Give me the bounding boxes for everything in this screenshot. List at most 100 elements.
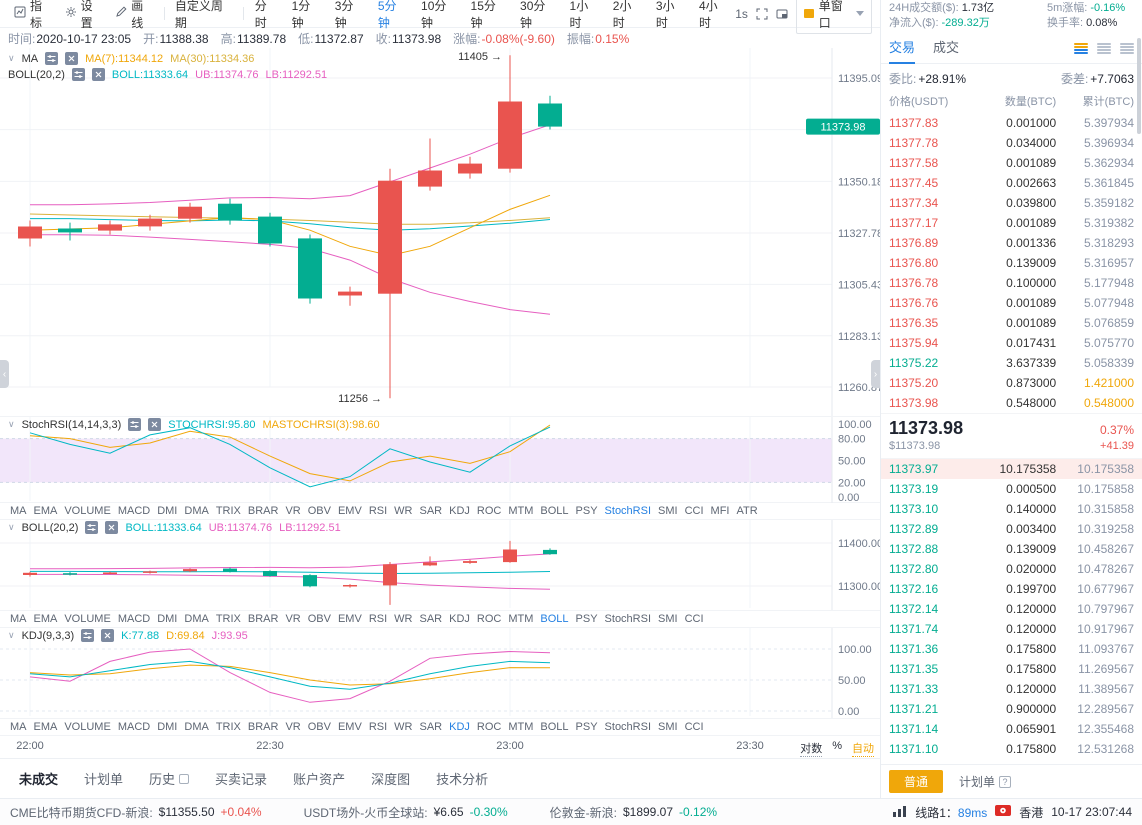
bid-row[interactable]: 11372.80 0.020000 10.478267 [889, 562, 1134, 576]
indicator-tab-VR[interactable]: VR [285, 613, 301, 625]
boll-panel[interactable]: 11400.00 11300.00 ∨ BOLL(20,2) BOLL:11333… [0, 520, 880, 610]
period-button[interactable]: 15分钟 [470, 0, 496, 30]
indicator-tab-MA[interactable]: MA [10, 721, 27, 733]
ask-row[interactable]: 11375.94 0.017431 5.075770 [889, 336, 1134, 350]
bid-row[interactable]: 11371.35 0.175800 11.269567 [889, 662, 1134, 676]
period-button[interactable]: 1分钟 [291, 0, 311, 30]
indicator-tab-EMA[interactable]: EMA [33, 613, 58, 625]
indicator-tab-DMA[interactable]: DMA [184, 505, 209, 517]
indicator-tab-KDJ[interactable]: KDJ [449, 613, 470, 625]
settings-button[interactable]: 设置 [59, 0, 110, 31]
indicator-tab-KDJ[interactable]: KDJ [449, 721, 470, 733]
indicator-tab-TRIX[interactable]: TRIX [215, 721, 241, 733]
collapse-left-handle[interactable]: ‹ [0, 360, 9, 388]
period-button[interactable]: 30分钟 [520, 0, 546, 30]
indicator-tab-PSY[interactable]: PSY [575, 721, 598, 733]
indicator-tab-RSI[interactable]: RSI [368, 613, 388, 625]
bid-row[interactable]: 11372.88 0.139009 10.458267 [889, 542, 1134, 556]
indicator-tab-WR[interactable]: WR [394, 721, 413, 733]
ask-row[interactable]: 11375.20 0.873000 1.421000 [889, 376, 1134, 390]
indicator-settings-icon[interactable] [128, 418, 142, 431]
indicator-tab-SAR[interactable]: SAR [419, 613, 443, 625]
period-button[interactable]: 4小时 [699, 0, 718, 30]
scrollbar-thumb[interactable] [1137, 38, 1141, 134]
indicator-tab-EMA[interactable]: EMA [33, 721, 58, 733]
indicator-tab-ROC[interactable]: ROC [476, 613, 502, 625]
indicator-tab-StochRSI[interactable]: StochRSI [604, 613, 652, 625]
indicator-tab-StochRSI[interactable]: StochRSI [604, 505, 652, 517]
bid-row[interactable]: 11373.97 10.175358 10.175358 [881, 459, 1142, 479]
bid-row[interactable]: 11371.10 0.175800 12.531268 [889, 742, 1134, 756]
bid-row[interactable]: 11372.14 0.120000 10.797967 [889, 602, 1134, 616]
indicator-tab-DMA[interactable]: DMA [184, 613, 209, 625]
tick-interval-button[interactable]: 1s [735, 6, 748, 21]
bid-row[interactable]: 11372.89 0.003400 10.319258 [889, 522, 1134, 536]
indicator-tab-DMI[interactable]: DMI [157, 613, 178, 625]
period-button[interactable]: 3分钟 [334, 0, 354, 30]
bid-row[interactable]: 11372.16 0.199700 10.677967 [889, 582, 1134, 596]
indicator-tab-MACD[interactable]: MACD [117, 613, 151, 625]
indicator-tab-StochRSI[interactable]: StochRSI [604, 721, 652, 733]
period-button[interactable]: 分时 [254, 0, 267, 30]
draw-line-button[interactable]: 画线 [109, 0, 160, 31]
ask-row[interactable]: 11377.34 0.039800 5.359182 [889, 196, 1134, 210]
indicator-tab-DMA[interactable]: DMA [184, 721, 209, 733]
log-scale-toggle[interactable]: 对数 [800, 740, 823, 757]
indicator-tab-TRIX[interactable]: TRIX [215, 505, 241, 517]
indicator-close-icon[interactable] [101, 629, 115, 642]
bottom-tab-买卖记录[interactable]: 买卖记录 [215, 772, 268, 787]
ask-row[interactable]: 11376.76 0.001089 5.077948 [889, 296, 1134, 310]
indicator-tab-BOLL[interactable]: BOLL [540, 505, 569, 517]
indicator-tab-EMV[interactable]: EMV [337, 505, 362, 517]
indicator-tab-RSI[interactable]: RSI [368, 721, 388, 733]
ask-row[interactable]: 11377.17 0.001089 5.319382 [889, 216, 1134, 230]
popout-icon[interactable] [776, 8, 788, 20]
tab-trade[interactable]: 交易 [889, 34, 916, 64]
indicator-settings-icon[interactable] [85, 521, 99, 534]
collapse-icon[interactable]: ∨ [8, 53, 15, 63]
indicator-tab-MTM[interactable]: MTM [508, 721, 534, 733]
indicator-tab-MA[interactable]: MA [10, 613, 27, 625]
bottom-tab-技术分析[interactable]: 技术分析 [436, 772, 489, 787]
indicator-tab-KDJ[interactable]: KDJ [449, 505, 470, 517]
bid-row[interactable]: 11373.10 0.140000 10.315858 [889, 502, 1134, 516]
indicator-tab-VR[interactable]: VR [285, 721, 301, 733]
indicator-tab-SMI[interactable]: SMI [658, 613, 678, 625]
period-button[interactable]: 2小时 [612, 0, 632, 30]
collapse-icon[interactable]: ∨ [8, 522, 15, 532]
bid-row[interactable]: 11371.74 0.120000 10.917967 [889, 622, 1134, 636]
collapse-right-handle[interactable]: › [871, 360, 880, 388]
period-button[interactable]: 5分钟 [377, 0, 397, 30]
stochrsi-panel[interactable]: 100.00 80.00 50.00 20.00 0.00 ∨ StochRSI(14,… [0, 416, 880, 503]
ask-row[interactable]: 11377.58 0.001089 5.362934 [889, 156, 1134, 170]
window-mode-select[interactable]: 单窗口 [795, 0, 872, 34]
indicator-tab-ATR[interactable]: ATR [736, 505, 758, 517]
ask-row[interactable]: 11376.78 0.100000 5.177948 [889, 276, 1134, 290]
indicator-tab-VOLUME[interactable]: VOLUME [64, 505, 111, 517]
indicator-tab-CCI[interactable]: CCI [684, 721, 704, 733]
indicator-tab-BRAR[interactable]: BRAR [247, 505, 279, 517]
fullscreen-icon[interactable] [756, 8, 768, 20]
indicator-tab-BRAR[interactable]: BRAR [247, 721, 279, 733]
indicator-tab-RSI[interactable]: RSI [368, 505, 388, 517]
bid-row[interactable]: 11371.36 0.175800 11.093767 [889, 642, 1134, 656]
indicator-settings-icon[interactable] [81, 629, 95, 642]
ask-row[interactable]: 11376.35 0.001089 5.076859 [889, 316, 1134, 330]
stochrsi-svg[interactable]: 100.00 80.00 50.00 20.00 0.00 [0, 417, 880, 503]
indicator-close-icon[interactable] [65, 52, 79, 65]
indicator-tab-VOLUME[interactable]: VOLUME [64, 721, 111, 733]
indicator-settings-icon[interactable] [45, 52, 59, 65]
indicator-tab-OBV[interactable]: OBV [307, 613, 331, 625]
indicator-tab-OBV[interactable]: OBV [307, 721, 331, 733]
indicator-close-icon[interactable] [91, 68, 105, 81]
ask-row[interactable]: 11377.83 0.001000 5.397934 [889, 116, 1134, 130]
indicator-tab-TRIX[interactable]: TRIX [215, 613, 241, 625]
indicator-tab-SAR[interactable]: SAR [419, 505, 443, 517]
indicator-tab-EMV[interactable]: EMV [337, 613, 362, 625]
main-chart-svg[interactable]: 11395.09 11350.18 11327.78 11305.43 11283.13… [0, 48, 880, 416]
period-button[interactable]: 1小时 [569, 0, 589, 30]
indicator-tab-SMI[interactable]: SMI [658, 505, 678, 517]
bottom-tab-历史[interactable]: 历史 [136, 769, 202, 788]
ask-row[interactable]: 11377.78 0.034000 5.396934 [889, 136, 1134, 150]
indicator-tab-VOLUME[interactable]: VOLUME [64, 613, 111, 625]
